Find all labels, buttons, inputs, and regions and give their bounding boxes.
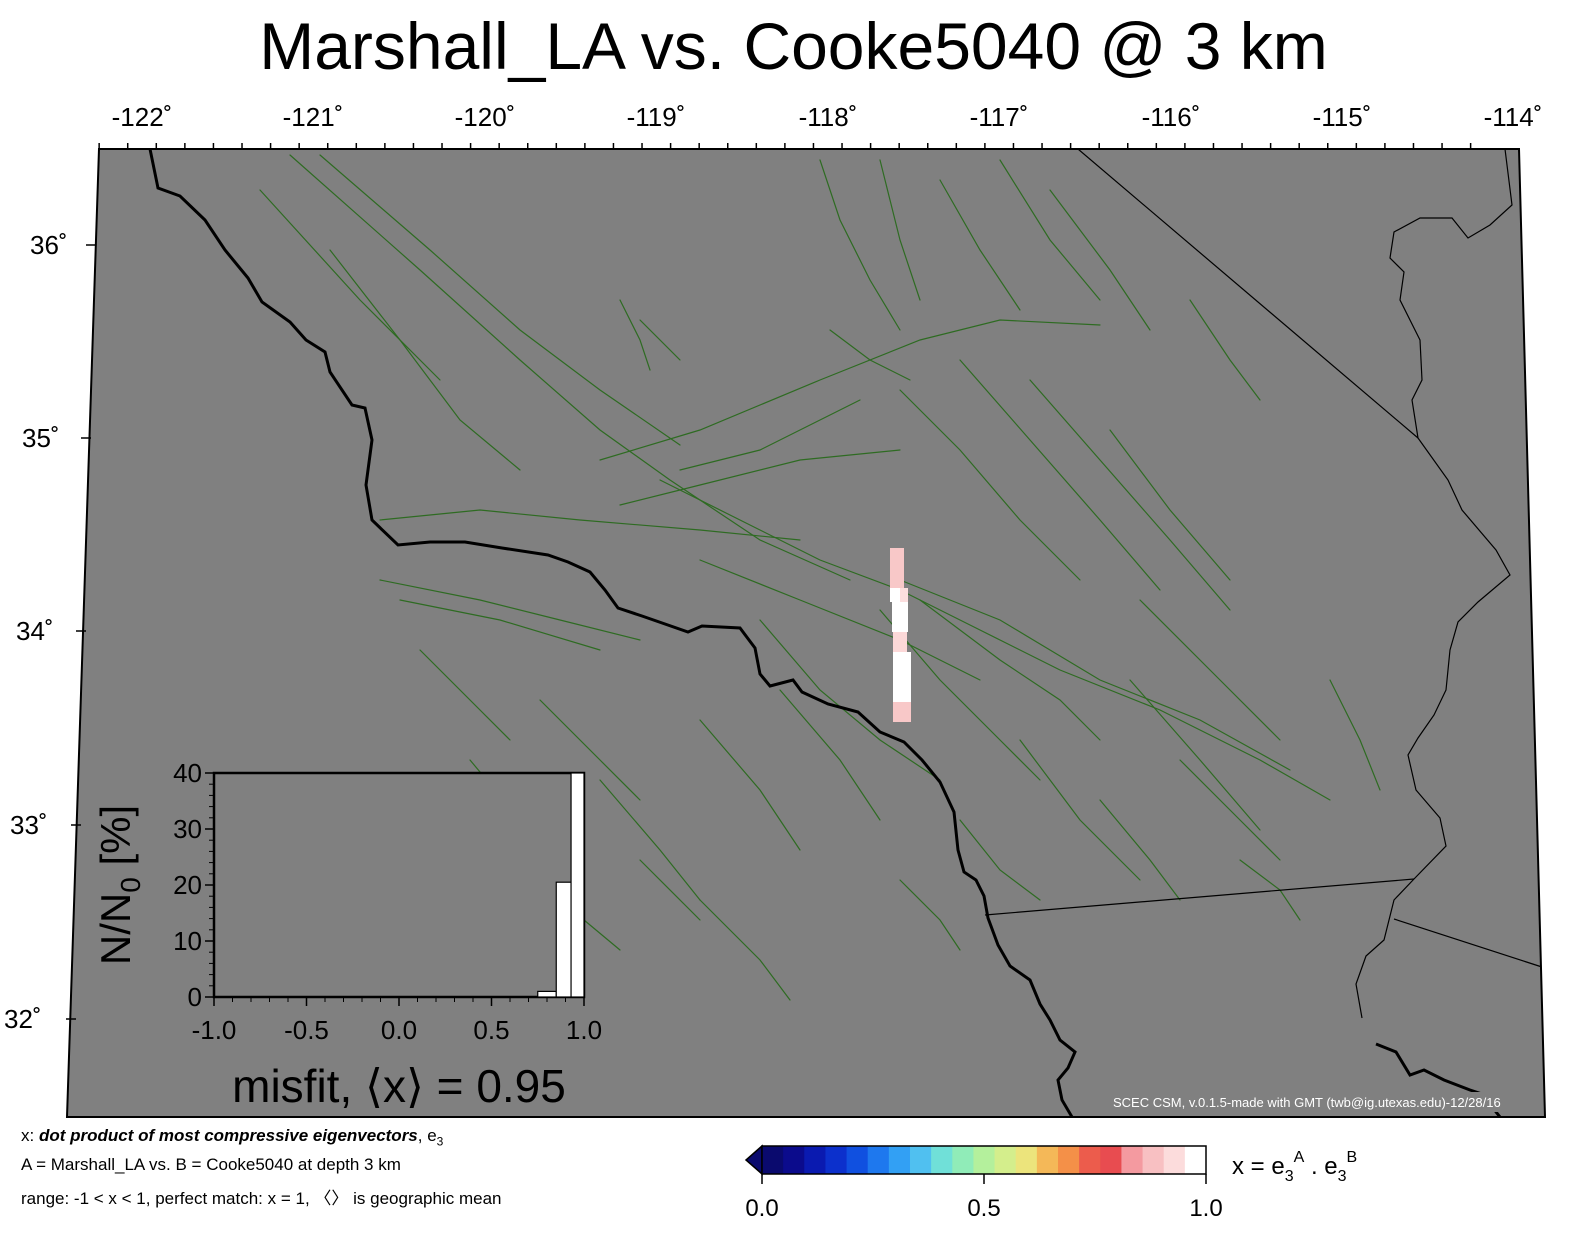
colorbar-swatch [952, 1146, 974, 1174]
colorbar-swatch [1015, 1146, 1038, 1174]
histogram-y-ticks: 0 10 20 30 40 [173, 758, 214, 1012]
note-line-1: x: dot product of most compressive eigen… [21, 1126, 444, 1149]
colorbar-tick-label: 1.0 [1189, 1195, 1222, 1222]
colorbar-swatch [1036, 1146, 1059, 1174]
lat-label: 33˚ [10, 810, 48, 840]
colorbar: 0.0 0.5 1.0 x = e3A . e3B [744, 1144, 1357, 1222]
note-line-3: range: -1 < x < 1, perfect match: x = 1,… [21, 1189, 502, 1208]
colorado-river-border [1355, 149, 1513, 1019]
colorbar-swatch [973, 1146, 996, 1174]
credit-text: SCEC CSM, v.0.1.5-made with GMT (twb@ig.… [1113, 1095, 1501, 1110]
top-frame-ticks [98, 143, 1472, 149]
colorbar-swatches [762, 1146, 1207, 1174]
lat-label: 36˚ [30, 230, 68, 260]
colorbar-swatch [804, 1146, 826, 1174]
histogram-y-label: N/N0 [%] [92, 805, 146, 965]
lon-label: -117˚ [970, 102, 1029, 132]
colorbar-swatch [910, 1146, 932, 1174]
lat-label: 32˚ [4, 1004, 42, 1034]
lon-label: -121˚ [283, 102, 344, 132]
misfit-histogram: -1.0 -0.5 0.0 0.5 1.0 0 10 20 30 40 N/N0 [%] mis… [92, 758, 602, 1112]
histogram-bar [537, 990, 557, 998]
colorbar-tick-label: 0.0 [745, 1195, 778, 1222]
histogram-bar [570, 772, 585, 998]
colorbar-swatch [1184, 1146, 1207, 1174]
y-tick-label: 0 [188, 982, 202, 1012]
colorbar-swatch [1163, 1146, 1186, 1174]
histogram-frame [212, 771, 586, 999]
credit-bg [1110, 1092, 1542, 1112]
lon-label: -120˚ [455, 102, 516, 132]
lon-label: -118˚ [799, 102, 858, 132]
colorbar-swatch [1058, 1146, 1080, 1174]
lat-label: 34˚ [16, 616, 54, 646]
colorbar-swatch [825, 1146, 848, 1174]
lat-tick-marks [66, 244, 96, 1020]
colorbar-swatch [1121, 1146, 1144, 1174]
colorbar-swatch [783, 1146, 805, 1174]
colorbar-swatch [994, 1146, 1017, 1174]
lon-label: -115˚ [1313, 102, 1372, 132]
y-tick-label: 40 [173, 758, 202, 788]
colorbar-swatch [888, 1146, 911, 1174]
colorbar-swatch [846, 1146, 869, 1174]
colorbar-swatch [867, 1146, 890, 1174]
colorbar-swatch [931, 1146, 953, 1174]
lon-label: -116˚ [1142, 102, 1201, 132]
note-line-2: A = Marshall_LA vs. B = Cooke5040 at dep… [21, 1155, 401, 1174]
histogram-bars [537, 772, 585, 998]
map-title: Marshall_LA vs. Cooke5040 @ 3 km [259, 9, 1328, 83]
lon-label: -122˚ [112, 102, 173, 132]
lon-label: -114˚ [1484, 102, 1543, 132]
y-tick-label: 10 [173, 926, 202, 956]
y-tick-label: 20 [173, 870, 202, 900]
misfit-data-cells [890, 548, 911, 722]
x-tick-label: -0.5 [284, 1015, 329, 1045]
histogram-x-ticks: -1.0 -0.5 0.0 0.5 1.0 [192, 997, 602, 1045]
lat-label: 35˚ [22, 423, 60, 453]
x-tick-label: 1.0 [566, 1015, 602, 1045]
x-tick-label: 0.5 [473, 1015, 509, 1045]
colorbar-swatch [1079, 1146, 1101, 1174]
colorbar-label: x = e3A . e3B [1232, 1149, 1357, 1185]
colorbar-swatch [762, 1146, 784, 1174]
longitude-labels: -122˚ -121˚ -120˚ -119˚ -118˚ -117˚ -116… [112, 102, 1543, 132]
misfit-label: misfit, ⟨x⟩ = 0.95 [232, 1060, 566, 1112]
x-tick-label: 0.0 [381, 1015, 417, 1045]
lon-label: -119˚ [627, 102, 686, 132]
colorbar-swatch [1142, 1146, 1165, 1174]
colorbar-tick-label: 0.5 [967, 1195, 1000, 1222]
political-boundaries [984, 149, 1545, 969]
map-frame [65, 148, 1547, 1118]
latitude-labels: 36˚ 35˚ 34˚ 33˚ 32˚ [4, 230, 68, 1034]
colorbar-underflow-triangle [744, 1144, 763, 1176]
y-tick-label: 30 [173, 814, 202, 844]
x-tick-label: -1.0 [192, 1015, 237, 1045]
colorbar-swatch [1100, 1146, 1122, 1174]
fault-traces [259, 154, 1381, 1001]
coastline [148, 149, 1077, 1117]
